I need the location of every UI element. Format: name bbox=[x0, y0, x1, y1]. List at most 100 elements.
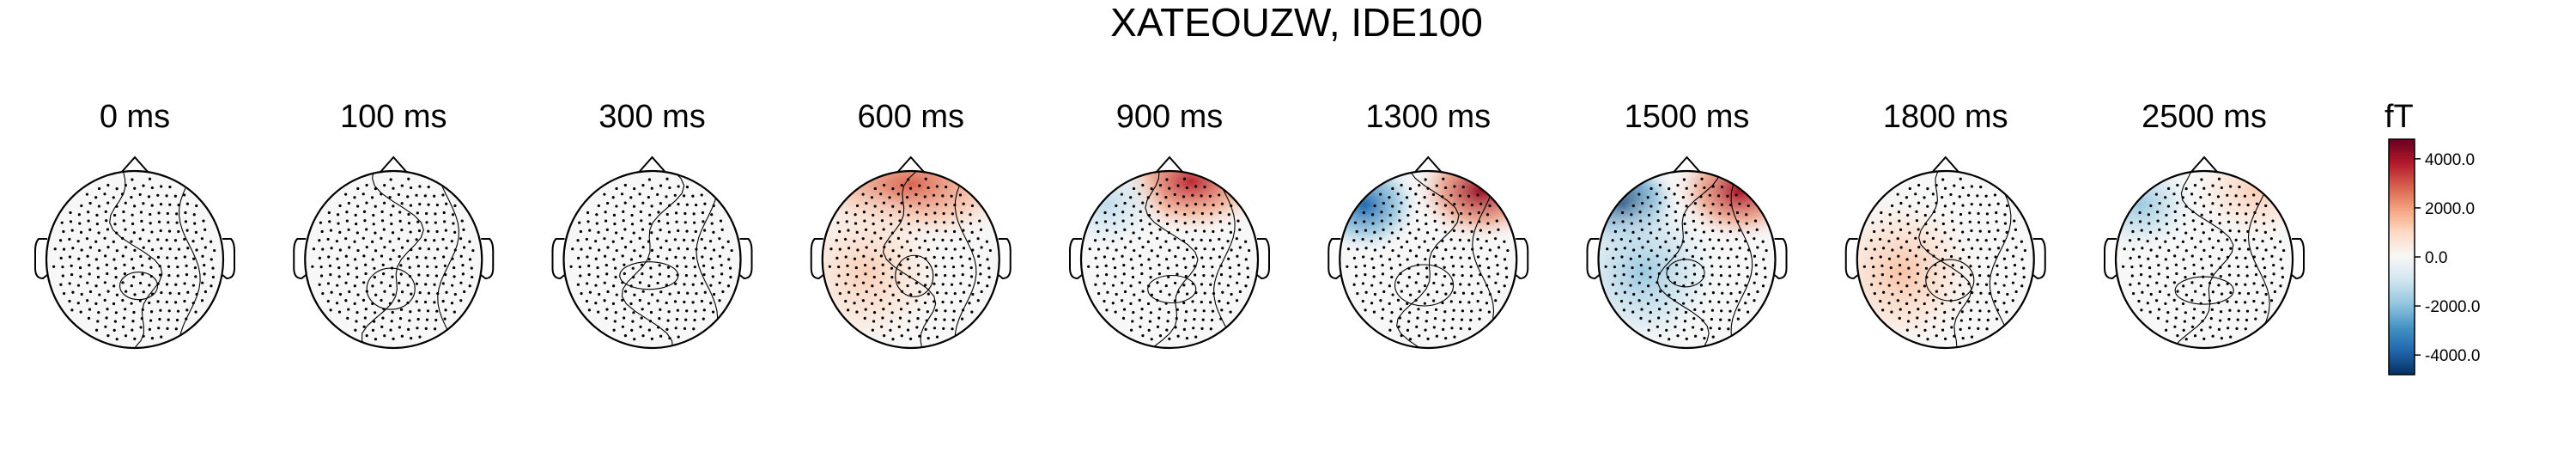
sensor-dots bbox=[1087, 177, 1251, 341]
sensor-dot bbox=[1103, 282, 1106, 285]
sensor-dot bbox=[167, 221, 170, 224]
sensor-dot bbox=[1737, 273, 1741, 277]
sensor-dot bbox=[88, 246, 93, 249]
sensor-dot bbox=[1623, 247, 1626, 250]
sensor-dot bbox=[950, 283, 954, 286]
sensor-dot bbox=[613, 223, 617, 226]
sensor-dot bbox=[881, 272, 885, 276]
sensor-dot bbox=[1200, 283, 1204, 286]
sensor-dot bbox=[159, 308, 162, 312]
sensor-dot bbox=[1498, 290, 1501, 294]
sensor-dot bbox=[870, 196, 874, 199]
sensor-dot bbox=[2014, 290, 2018, 294]
sensor-dot bbox=[160, 290, 163, 295]
sensor-dot bbox=[1388, 240, 1391, 243]
sensor-dot bbox=[425, 211, 428, 216]
sensor-dot bbox=[2229, 185, 2233, 188]
sensor-dot bbox=[445, 202, 448, 205]
sensor-dot bbox=[1681, 195, 1685, 199]
sensor-dot bbox=[1630, 213, 1633, 217]
sensor-dot bbox=[1996, 273, 1999, 277]
sensor-dot bbox=[390, 222, 393, 226]
sensor-dot bbox=[2164, 196, 2167, 199]
sensor-dot bbox=[1970, 335, 1974, 339]
sensor-dot bbox=[702, 273, 706, 277]
sensor-dot bbox=[615, 248, 618, 253]
sensor-dot bbox=[700, 282, 704, 285]
sensor-dot bbox=[1400, 290, 1403, 293]
sensor-dot bbox=[667, 310, 671, 314]
sensor-dot bbox=[1425, 231, 1430, 235]
sensor-dot bbox=[112, 258, 116, 261]
sensor-dot bbox=[1443, 204, 1448, 207]
sensor-dot bbox=[112, 328, 116, 332]
sensor-dot bbox=[2209, 219, 2213, 223]
sensor-dot bbox=[1443, 310, 1447, 314]
head-outline bbox=[1339, 169, 1518, 350]
sensor-dot bbox=[2137, 299, 2141, 303]
sensor-dot bbox=[585, 299, 589, 303]
sensor-dot bbox=[1122, 272, 1126, 276]
sensor-dot bbox=[1753, 219, 1758, 223]
sensor-dot bbox=[2229, 247, 2233, 250]
sensor-dot bbox=[1631, 275, 1634, 278]
sensor-dot bbox=[1226, 302, 1230, 305]
sensor-dot bbox=[861, 299, 865, 302]
sensor-dot bbox=[1397, 281, 1400, 284]
sensor-dot bbox=[666, 319, 670, 322]
field-blob bbox=[1340, 171, 1425, 256]
sensor-dot bbox=[1211, 266, 1214, 269]
sensor-dot bbox=[917, 272, 920, 276]
sensor-dot bbox=[1449, 193, 1453, 197]
sensor-dot bbox=[150, 204, 154, 207]
left-ear bbox=[1586, 238, 1601, 280]
sensor-dot bbox=[436, 247, 440, 251]
sensor-dot bbox=[1649, 248, 1653, 253]
sensor-dot bbox=[78, 266, 82, 270]
sensor-dot bbox=[1905, 196, 1909, 199]
sensor-dot bbox=[1414, 236, 1418, 240]
sensor-dot bbox=[390, 266, 394, 270]
sensor-dot bbox=[835, 256, 839, 259]
sensor-dot bbox=[1218, 220, 1222, 223]
sensor-dot bbox=[1150, 338, 1153, 341]
sensor-dot bbox=[1926, 293, 1929, 296]
sensor-dot bbox=[701, 255, 704, 259]
sensor-dot bbox=[149, 222, 152, 225]
sensor-dot bbox=[1881, 247, 1886, 250]
sensor-dot bbox=[2141, 247, 2144, 250]
sensor-dot bbox=[1738, 229, 1741, 232]
sensor-dot bbox=[1709, 282, 1712, 285]
sensor-dot bbox=[1146, 302, 1151, 306]
sensor-dot bbox=[441, 193, 445, 197]
sensor-dot bbox=[1673, 192, 1676, 196]
sensor-dot bbox=[695, 203, 698, 207]
sensor-dot bbox=[2236, 318, 2239, 321]
sensor-dot bbox=[2173, 254, 2177, 258]
sensor-dot bbox=[908, 266, 911, 270]
sensor-dot bbox=[918, 184, 921, 187]
sensor-dot bbox=[657, 326, 660, 329]
sensor-dot bbox=[1950, 211, 1953, 214]
sensor-dot bbox=[380, 219, 385, 223]
sensor-dot bbox=[160, 335, 163, 339]
sensor-dot bbox=[1434, 264, 1437, 267]
sensor-dot bbox=[87, 219, 90, 223]
sensor-dot bbox=[659, 308, 662, 311]
sensor-dot bbox=[2270, 254, 2274, 258]
sensor-dot bbox=[1879, 282, 1882, 285]
sensor-dot bbox=[371, 258, 374, 261]
sensor-dot bbox=[933, 282, 936, 285]
sensor-dot bbox=[925, 222, 928, 225]
sensor-dot bbox=[2184, 249, 2188, 253]
sensor-dot bbox=[1889, 266, 1893, 270]
sensor-dot bbox=[355, 223, 358, 226]
sensor-dot bbox=[2217, 301, 2221, 305]
right-ear bbox=[2032, 238, 2046, 280]
sensor-dot bbox=[835, 283, 839, 286]
sensor-dot bbox=[1917, 246, 1921, 249]
sensor-dot bbox=[194, 310, 197, 314]
sensor-dot bbox=[2139, 264, 2142, 267]
sensor-dot bbox=[329, 308, 332, 312]
sensor-dot bbox=[695, 247, 698, 251]
